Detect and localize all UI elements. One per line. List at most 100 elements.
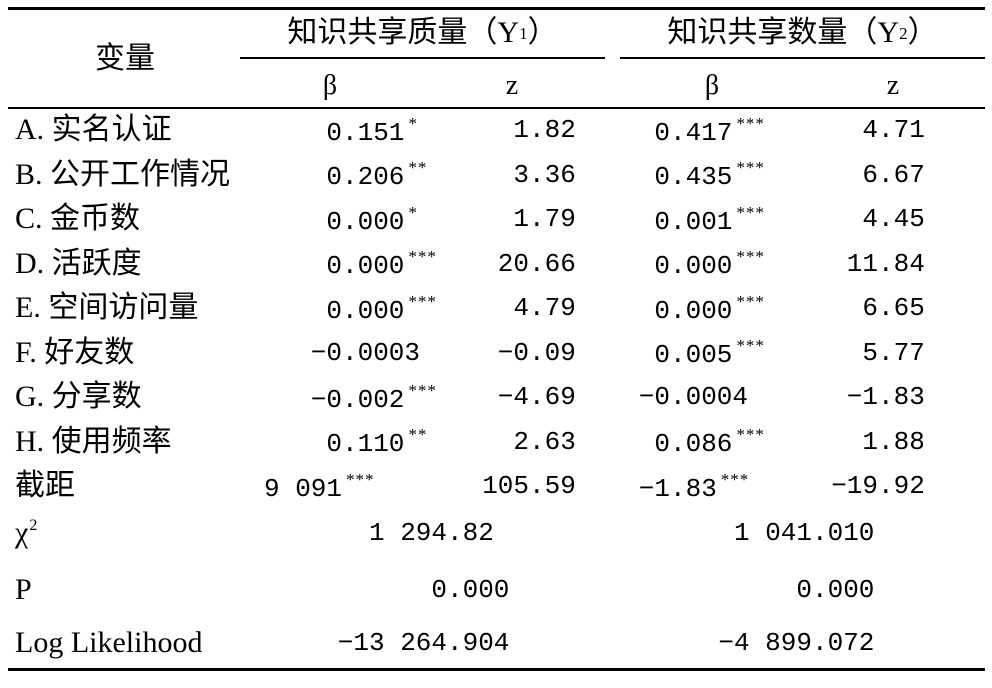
beta1-cell: 0.000 *** [326,286,437,331]
z1-number: 20.66 [498,251,576,277]
group-header-quantity-title: 知识共享数量（Y [667,16,900,49]
group2-cell: −4 899.072 [718,623,874,664]
z2-value: −19.92 [831,471,925,502]
beta1-number: 0.000 *** [326,293,437,324]
group2-number: 0.000 [796,577,874,603]
stat-row: P 0.000 0.000 [0,558,992,623]
z2-cell: 11.84 [847,242,925,287]
z1-value: −4.69 [497,382,576,413]
z1-value: 1.79 [513,204,576,235]
beta1-number: 0.151 * [326,115,418,146]
row-label: H. 使用频率 [15,420,172,465]
beta1-significance-stars: * [408,113,418,133]
beta1-significance-stars: * [408,202,418,222]
z1-cell: 4.79 [513,286,575,331]
beta2-header: β [704,70,720,101]
stat-label-text-wrap: χ2 [15,518,37,548]
beta2-number: −0.0004 [639,384,748,410]
group2-number: 1 041.010 [734,520,874,546]
group1-value: 0.000 [431,575,510,605]
z2-number: −1.83 [847,384,925,410]
z2-cell: 6.65 [862,286,924,331]
z1-number: −4.69 [498,384,576,410]
beta2-number: 0.435 *** [654,159,765,190]
stat-label-text-wrap: Log Likelihood [15,628,202,658]
beta1-significance-stars: ** [408,158,428,178]
beta2-value: 0.086 [654,429,733,460]
z2-number: 4.45 [862,206,924,232]
stat-row: Log Likelihood −13 264.904 −4 899.072 [0,623,992,664]
table-row: 截距 9 091 *** 105.59 −1.83 *** −19.92 [0,464,992,509]
beta1-cell: 0.000 * [326,197,418,242]
table-row: B. 公开工作情况 0.206 ** 3.36 0.435 *** 6.67 [0,153,992,198]
beta2-significance-stars: *** [736,336,765,356]
beta1-value: 0.000 [326,206,405,237]
group-header-quantity-close: ） [907,16,938,49]
beta1-significance-stars: *** [408,380,437,400]
beta2-cell: 0.000 *** [654,242,765,287]
beta2-significance-stars: *** [736,425,765,445]
stat-label-superscript: 2 [29,517,38,534]
z1-cell: 20.66 [498,242,576,287]
z2-cell: 1.88 [862,420,924,465]
beta2-significance-stars: *** [736,158,765,178]
stat-label-text-wrap: P [15,575,32,605]
group2-value: 1 041.010 [733,518,875,548]
stat-label: Log Likelihood [15,623,202,664]
z1-value: 4.79 [513,293,576,324]
group-header-quality: 知识共享质量（Y 1） [240,10,605,56]
z1-number: 2.63 [513,429,575,455]
row-label: B. 公开工作情况 [15,153,230,198]
z2-value: 5.77 [862,337,925,368]
group-header-quantity: 知识共享数量（Y 2） [620,10,985,56]
stat-label: χ2 [15,509,37,558]
row-label: 截距 [15,464,75,509]
z2-number: 6.67 [862,162,924,188]
z1-number: 1.82 [513,117,575,143]
beta1-cell: 0.206 ** [326,153,427,198]
table-row: H. 使用频率 0.110 ** 2.63 0.086 *** 1.88 [0,420,992,465]
beta1-number: 0.000 *** [326,248,437,279]
z1-value: 105.59 [482,471,576,502]
z2-value: 11.84 [846,248,925,279]
beta2-significance-stars: *** [736,113,765,133]
group2-value: 0.000 [796,575,875,605]
variable-header: 变量 [95,42,155,75]
beta1-value: 0.206 [326,162,405,193]
beta2-number: 0.417 *** [654,115,765,146]
stat-label: P [15,558,32,623]
beta1-cell: −0.0003 [311,331,420,376]
group2-value: −4 899.072 [718,628,875,658]
beta2-cell: −0.0004 [639,375,748,420]
z1-cell: −0.09 [498,331,576,376]
z1-cell: 1.82 [513,108,575,153]
beta1-header: β [322,70,338,101]
row-label-text: B. 公开工作情况 [15,157,231,191]
z1-cell: −4.69 [498,375,576,420]
bottom-rule [8,668,985,671]
z1-value: −0.09 [497,337,576,368]
beta2-value: 0.000 [654,295,733,326]
beta1-number: 9 091 *** [264,471,375,502]
z2-value: 6.67 [862,159,925,190]
group1-cell: 1 294.82 [369,509,494,558]
z2-value: 4.71 [862,115,925,146]
group-quantity-underline [620,57,985,59]
z1-number: −0.09 [498,340,576,366]
beta1-cell: 0.110 ** [326,420,427,465]
beta1-number: 0.206 ** [326,159,427,190]
group-header-quantity-subscript: 2 [899,23,908,43]
z2-cell: 4.45 [862,197,924,242]
row-label: D. 活跃度 [15,242,142,287]
beta2-cell: 0.005 *** [654,331,765,376]
beta1-value: 0.151 [326,117,405,148]
group-quality-underline [240,57,605,59]
beta2-value: −0.0004 [638,382,748,413]
beta2-significance-stars: *** [736,247,765,267]
beta1-significance-stars: *** [408,247,437,267]
z1-number: 105.59 [482,473,576,499]
z1-header: z [505,70,519,101]
beta1-value: 9 091 [263,473,342,504]
row-label-text: H. 使用频率 [15,424,172,458]
